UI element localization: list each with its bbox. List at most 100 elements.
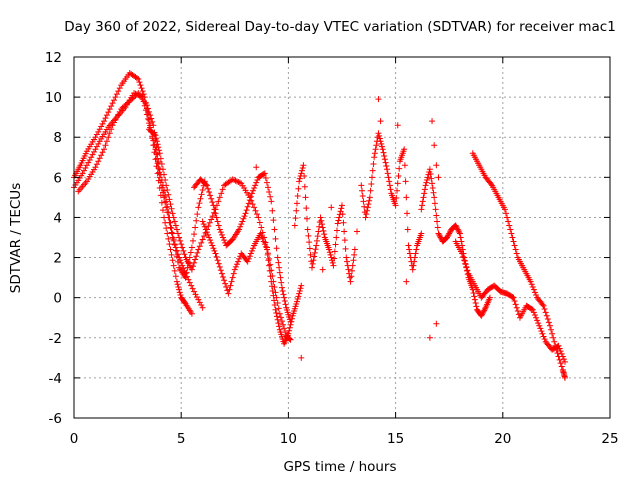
data-point: [299, 164, 306, 171]
data-point: [348, 273, 355, 280]
data-point: [281, 298, 288, 305]
data-point: [514, 308, 521, 315]
data-point: [393, 195, 400, 202]
data-point: [424, 174, 431, 181]
data-point: [210, 202, 217, 209]
data-point: [240, 215, 247, 222]
data-point: [559, 353, 566, 360]
data-point: [294, 193, 301, 200]
data-point: [225, 290, 232, 297]
data-point: [181, 251, 188, 258]
data-point: [543, 312, 550, 319]
data-point: [166, 241, 173, 248]
data-point: [95, 158, 102, 165]
data-point: [529, 306, 536, 313]
data-point: [300, 162, 307, 169]
data-point: [194, 249, 201, 256]
data-point: [137, 82, 144, 89]
data-point: [437, 234, 444, 241]
data-point: [125, 99, 132, 106]
data-point: [433, 212, 440, 219]
data-point: [192, 291, 199, 298]
data-point: [256, 219, 263, 226]
data-point: [148, 115, 155, 122]
data-point: [306, 239, 313, 246]
data-point: [387, 186, 394, 193]
data-point: [265, 257, 272, 264]
data-point: [379, 146, 386, 153]
data-point: [271, 283, 278, 290]
data-point: [236, 255, 243, 262]
data-point: [512, 301, 519, 308]
data-point: [378, 140, 385, 147]
data-point: [93, 161, 100, 168]
data-point: [171, 218, 178, 225]
data-point: [198, 302, 205, 309]
data-point: [92, 134, 99, 141]
data-point: [318, 221, 325, 228]
data-point: [101, 146, 108, 153]
data-point: [560, 356, 567, 363]
data-point: [470, 289, 477, 296]
data-point: [286, 324, 293, 331]
data-point: [380, 149, 387, 156]
data-point: [111, 97, 118, 104]
data-point: [139, 88, 146, 95]
data-point: [481, 306, 488, 313]
data-point: [384, 166, 391, 173]
data-point: [150, 122, 157, 129]
data-point: [112, 94, 119, 101]
data-point: [176, 234, 183, 241]
data-point: [198, 191, 205, 198]
data-point: [211, 206, 218, 213]
data-point: [362, 214, 369, 221]
data-point: [540, 302, 547, 309]
data-point: [133, 91, 140, 98]
data-point: [311, 253, 318, 260]
data-point: [210, 245, 217, 252]
data-point: [549, 330, 556, 337]
data-point: [311, 249, 318, 256]
data-point: [255, 214, 262, 221]
data-point: [208, 239, 215, 246]
data-point: [265, 184, 272, 191]
data-point: [427, 170, 434, 177]
data-point: [406, 250, 413, 257]
data-point: [228, 278, 235, 285]
data-point: [319, 224, 326, 231]
data-point: [345, 266, 352, 273]
data-point: [89, 151, 96, 158]
data-point: [370, 160, 377, 167]
data-point: [164, 203, 171, 210]
data-point: [275, 320, 282, 327]
data-point: [544, 316, 551, 323]
data-point: [528, 306, 535, 313]
data-point: [464, 267, 471, 274]
data-point: [529, 283, 536, 290]
data-point: [81, 167, 88, 174]
data-point: [530, 309, 537, 316]
data-point: [270, 292, 277, 299]
data-point: [209, 213, 216, 220]
data-point: [293, 298, 300, 305]
data-point: [149, 118, 156, 125]
data-point: [421, 186, 428, 193]
data-point: [244, 203, 251, 210]
data-point: [411, 258, 418, 265]
data-point: [273, 313, 280, 320]
data-point: [385, 174, 392, 181]
data-point: [557, 348, 564, 355]
data-point: [152, 132, 159, 139]
data-point: [135, 76, 142, 83]
y-axis-ticks: -6 -4 -2 0 2 4 6 8 10 12: [45, 50, 610, 427]
data-point: [123, 100, 130, 107]
data-point: [158, 160, 165, 167]
data-point: [293, 200, 300, 207]
data-point: [88, 154, 95, 161]
data-point: [167, 201, 174, 208]
data-point: [501, 206, 508, 213]
data-point: [214, 218, 221, 225]
data-point: [146, 108, 153, 115]
data-point: [169, 210, 176, 217]
data-point: [287, 336, 294, 343]
